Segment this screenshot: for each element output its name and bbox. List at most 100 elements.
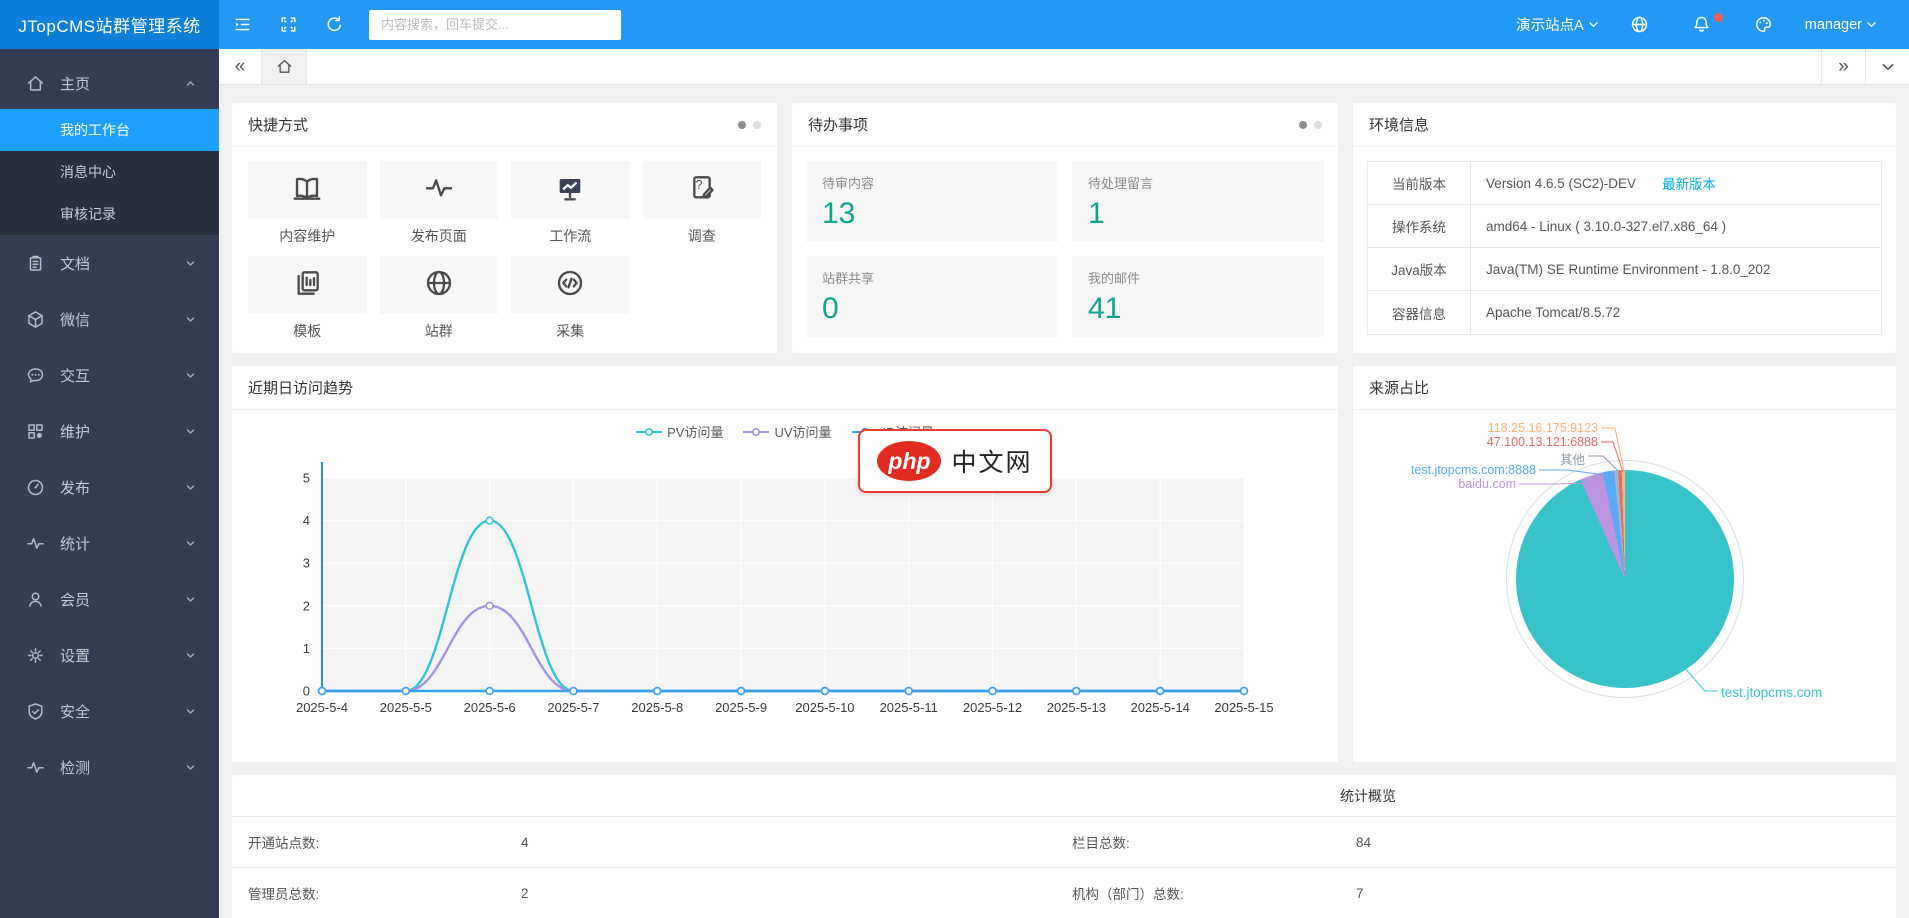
chevron-down-icon	[184, 313, 197, 326]
grid-icon	[26, 422, 45, 441]
sidebar-item-pulse[interactable]: 统计	[0, 515, 219, 571]
fullscreen-icon[interactable]	[265, 0, 311, 49]
shortcut-survey[interactable]: ?调查	[643, 161, 762, 246]
legend-label: UV访问量	[774, 422, 831, 441]
pie-label: baidu.com	[1458, 477, 1516, 491]
sidebar-item-label: 文档	[60, 253, 90, 274]
env-row: 操作系统amd64 - Linux ( 3.10.0-327.el7.x86_6…	[1368, 205, 1881, 248]
tab-home[interactable]	[261, 49, 307, 84]
visits-line-chart: 0123452025-5-42025-5-52025-5-62025-5-720…	[232, 410, 1338, 749]
stat-label: 开通站点数:	[248, 832, 521, 852]
sidebar-item-label: 会员	[60, 589, 90, 610]
svg-text:2025-5-13: 2025-5-13	[1047, 700, 1106, 715]
sidebar-subitem[interactable]: 消息中心	[0, 151, 219, 193]
source-pie-chart[interactable]	[1516, 470, 1734, 688]
todo-tile[interactable]: 我的邮件 41	[1072, 256, 1324, 337]
stats-title: 统计概览	[1340, 786, 1396, 806]
svg-text:2025-5-10: 2025-5-10	[795, 700, 854, 715]
chevron-down-icon	[184, 257, 197, 270]
card-title: 来源占比	[1369, 377, 1429, 398]
sidebar-item-gauge[interactable]: 发布	[0, 459, 219, 515]
shortcut-presentation[interactable]: 工作流	[511, 161, 630, 246]
shortcut-label: 采集	[511, 321, 630, 341]
stats-overview-card: 统计概览 开通站点数:4栏目总数:84管理员总数:2机构（部门）总数:7	[232, 775, 1896, 918]
svg-text:5: 5	[303, 471, 310, 486]
bell-icon[interactable]	[1679, 0, 1725, 49]
card-title: 环境信息	[1369, 114, 1429, 135]
carousel-dots[interactable]	[738, 121, 761, 129]
card-title: 近期日访问趋势	[248, 377, 353, 398]
shortcut-label: 站群	[380, 321, 499, 341]
sidebar-item-label: 微信	[60, 309, 90, 330]
site-selector[interactable]: 演示站点A	[1506, 0, 1609, 49]
shortcut-label: 发布页面	[380, 226, 499, 246]
sidebar-subitem[interactable]: 审核记录	[0, 193, 219, 235]
palette-icon[interactable]	[1741, 0, 1787, 49]
sidebar-item-label: 设置	[60, 645, 90, 666]
svg-text:0: 0	[303, 684, 310, 699]
sidebar-item-label: 发布	[60, 477, 90, 498]
card-title: 快捷方式	[248, 114, 308, 135]
shortcut-book[interactable]: 内容维护	[248, 161, 367, 246]
sidebar-item-label: 安全	[60, 701, 90, 722]
tabs-scroll-right-button[interactable]: »	[1821, 49, 1865, 84]
stat-label: 机构（部门）总数:	[1072, 883, 1356, 903]
legend-item[interactable]: UV访问量	[743, 422, 831, 441]
todo-tile[interactable]: 待处理留言1	[1072, 161, 1324, 242]
sidebar-item-pulse[interactable]: 检测	[0, 739, 219, 795]
site-selector-label: 演示站点A	[1516, 14, 1584, 35]
legend-item[interactable]: PV访问量	[636, 422, 723, 441]
house-icon	[26, 74, 45, 93]
todo-count: 41	[1088, 292, 1308, 326]
env-value: amd64 - Linux ( 3.10.0-327.el7.x86_64 )	[1486, 219, 1726, 234]
shortcut-globe[interactable]: 站群	[380, 256, 499, 341]
tabs-scroll-left-button[interactable]: «	[219, 49, 261, 84]
sidebar-item-shield[interactable]: 安全	[0, 683, 219, 739]
shortcut-layers[interactable]: 模板	[248, 256, 367, 341]
pulse-icon	[26, 534, 45, 553]
tabs-menu-button[interactable]	[1865, 49, 1909, 84]
chat-icon	[26, 366, 45, 385]
svg-text:2025-5-15: 2025-5-15	[1214, 700, 1273, 715]
globe-icon	[424, 268, 454, 303]
todo-label: 我的邮件	[1088, 268, 1308, 287]
sidebar-item-cube[interactable]: 微信	[0, 291, 219, 347]
latest-version-link[interactable]: 最新版本	[1662, 173, 1716, 193]
gauge-icon	[26, 478, 45, 497]
app-logo: JTopCMS站群管理系统	[0, 0, 219, 49]
chevron-down-icon	[1866, 19, 1877, 30]
sidebar-item-user[interactable]: 会员	[0, 571, 219, 627]
environment-card: 环境信息 当前版本Version 4.6.5 (SC2)-DEV最新版本操作系统…	[1353, 103, 1896, 353]
stat-value: 4	[521, 835, 1072, 850]
sidebar-item-label: 统计	[60, 533, 90, 554]
todo-tile[interactable]: 待审内容13	[806, 161, 1058, 242]
svg-text:2025-5-14: 2025-5-14	[1131, 700, 1190, 715]
stat-label: 管理员总数:	[248, 883, 521, 903]
home-icon	[276, 58, 293, 75]
chevron-down-icon	[184, 537, 197, 550]
stats-row: 开通站点数:4栏目总数:84	[232, 817, 1896, 868]
carousel-dots[interactable]	[1299, 121, 1322, 129]
shortcut-code[interactable]: 采集	[511, 256, 630, 341]
collapse-menu-icon[interactable]	[219, 0, 265, 49]
globe-icon[interactable]	[1617, 0, 1663, 49]
sidebar-item-grid[interactable]: 维护	[0, 403, 219, 459]
shortcut-pulse[interactable]: 发布页面	[380, 161, 499, 246]
refresh-icon[interactable]	[311, 0, 357, 49]
search-input[interactable]	[369, 10, 621, 40]
gear-icon	[26, 646, 45, 665]
sidebar-subitem[interactable]: 我的工作台	[0, 109, 219, 151]
shield-icon	[26, 702, 45, 721]
sidebar-item-chat[interactable]: 交互	[0, 347, 219, 403]
sidebar-item-home[interactable]: 主页	[0, 57, 219, 109]
sidebar-item-clipboard[interactable]: 文档	[0, 235, 219, 291]
code-icon	[555, 268, 585, 303]
chevron-down-icon	[184, 705, 197, 718]
sidebar-item-gear[interactable]: 设置	[0, 627, 219, 683]
todo-tile[interactable]: 站群共享0	[806, 256, 1058, 337]
svg-text:1: 1	[303, 641, 310, 656]
stats-row: 管理员总数:2机构（部门）总数:7	[232, 868, 1896, 918]
survey-icon: ?	[687, 173, 717, 208]
user-menu[interactable]: manager	[1795, 0, 1887, 49]
env-label: Java版本	[1368, 248, 1471, 290]
